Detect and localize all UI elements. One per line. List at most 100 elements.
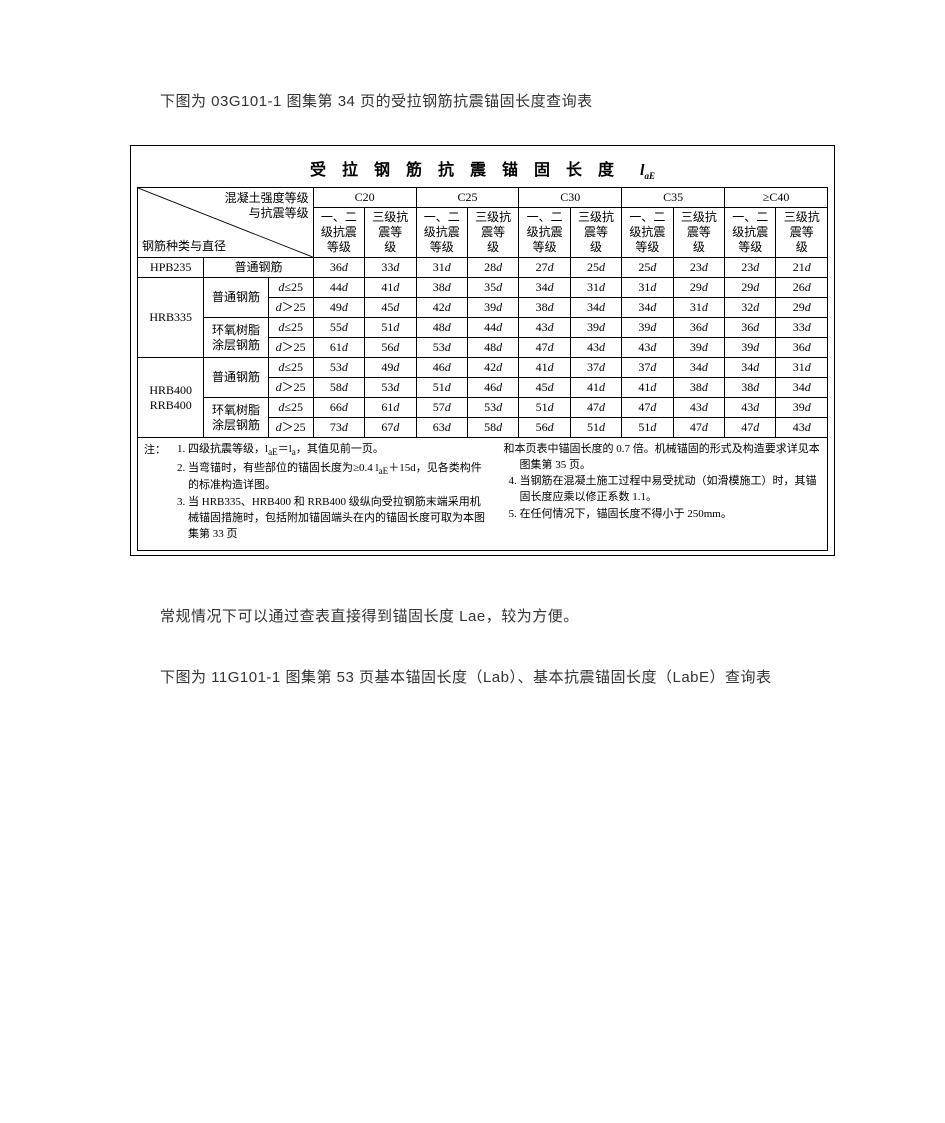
table-cell: 43d xyxy=(570,338,621,358)
table-cell: 36d xyxy=(313,258,364,278)
table-cell: 67d xyxy=(365,418,416,438)
anchorage-table: 混凝土强度等级与抗震等级 钢筋种类与直径 C20 C25 C30 C35 ≥C4… xyxy=(137,187,828,438)
table-cell: 34d xyxy=(776,378,828,398)
note-item: 当钢筋在混凝土施工过程中易受扰动（如滑模施工）时，其锚固长度应乘以修正系数 1.… xyxy=(520,474,822,506)
table-cell: 29d xyxy=(776,298,828,318)
table-cell: d＞25 xyxy=(268,378,313,398)
table-row: HPB235普通钢筋36d33d31d28d27d25d25d23d23d21d xyxy=(138,258,828,278)
table-cell: 51d xyxy=(570,418,621,438)
table-cell: 39d xyxy=(725,338,776,358)
sub-header-a: 一、二级抗震等级 xyxy=(622,208,673,258)
table-cell: 44d xyxy=(467,318,518,338)
table-cell: 36d xyxy=(776,338,828,358)
table-cell: 42d xyxy=(416,298,467,318)
table-cell: 34d xyxy=(622,298,673,318)
anchorage-table-wrap: 受 拉 钢 筋 抗 震 锚 固 长 度 laE 混凝土强度等级与抗震等级 xyxy=(130,145,835,556)
table-cell: 38d xyxy=(416,278,467,298)
table-cell: 34d xyxy=(725,358,776,378)
intro-text-1: 下图为 03G101-1 图集第 34 页的受拉钢筋抗震锚固长度查询表 xyxy=(160,90,835,111)
note-item: 当弯锚时，有些部位的锚固长度为≥0.4 laE＋15d，见各类构件的标准构造详图… xyxy=(188,461,490,494)
table-cell: HRB335 xyxy=(138,278,204,358)
table-cell: 41d xyxy=(365,278,416,298)
table-cell: 56d xyxy=(519,418,570,438)
sub-header-b: 三级抗震等 级 xyxy=(776,208,828,258)
table-cell: 43d xyxy=(776,418,828,438)
note-item: 四级抗震等级，laE＝la，其值见前一页。 xyxy=(188,442,490,459)
table-cell: HPB235 xyxy=(138,258,204,278)
table-cell: 23d xyxy=(725,258,776,278)
table-body: HPB235普通钢筋36d33d31d28d27d25d25d23d23d21d… xyxy=(138,258,828,438)
sub-header-a: 一、二级抗震等级 xyxy=(313,208,364,258)
table-cell: 37d xyxy=(570,358,621,378)
notes-col-left: 四级抗震等级，laE＝la，其值见前一页。当弯锚时，有些部位的锚固长度为≥0.4… xyxy=(172,442,490,544)
table-cell: 33d xyxy=(776,318,828,338)
table-cell: 32d xyxy=(725,298,776,318)
table-cell: 58d xyxy=(313,378,364,398)
table-cell: 普通钢筋 xyxy=(204,258,313,278)
grade-header: C30 xyxy=(519,188,622,208)
table-cell: 53d xyxy=(416,338,467,358)
table-cell: 48d xyxy=(416,318,467,338)
table-cell: 46d xyxy=(416,358,467,378)
table-cell: 47d xyxy=(622,398,673,418)
table-cell: 38d xyxy=(673,378,724,398)
table-cell: 49d xyxy=(313,298,364,318)
table-cell: 环氧树脂涂层钢筋 xyxy=(204,398,268,438)
table-cell: d＞25 xyxy=(268,418,313,438)
diag-header: 混凝土强度等级与抗震等级 钢筋种类与直径 xyxy=(138,188,314,258)
table-cell: 53d xyxy=(365,378,416,398)
sub-header-a: 一、二级抗震等级 xyxy=(519,208,570,258)
table-cell: 56d xyxy=(365,338,416,358)
table-cell: d＞25 xyxy=(268,298,313,318)
table-cell: d≤25 xyxy=(268,318,313,338)
sub-header-a: 一、二级抗震等级 xyxy=(416,208,467,258)
table-cell: 36d xyxy=(725,318,776,338)
table-cell: 51d xyxy=(519,398,570,418)
table-cell: 49d xyxy=(365,358,416,378)
table-cell: 41d xyxy=(622,378,673,398)
paragraph-1: 常规情况下可以通过查表直接得到锚固长度 Lae，较为方便。 xyxy=(130,600,835,633)
table-cell: 31d xyxy=(776,358,828,378)
table-cell: 41d xyxy=(519,358,570,378)
table-cell: 33d xyxy=(365,258,416,278)
table-cell: 63d xyxy=(416,418,467,438)
table-cell: d≤25 xyxy=(268,398,313,418)
table-cell: 41d xyxy=(570,378,621,398)
page: 下图为 03G101-1 图集第 34 页的受拉钢筋抗震锚固长度查询表 受 拉 … xyxy=(0,0,945,1123)
table-cell: 39d xyxy=(622,318,673,338)
table-cell: d＞25 xyxy=(268,338,313,358)
table-cell: 45d xyxy=(365,298,416,318)
table-cell: 39d xyxy=(467,298,518,318)
table-cell: 55d xyxy=(313,318,364,338)
paragraph-2: 下图为 11G101-1 图集第 53 页基本锚固长度（Lab）、基本抗震锚固长… xyxy=(130,661,835,694)
note-item: 当 HRB335、HRB400 和 RRB400 级纵向受拉钢筋末端采用机械锚固… xyxy=(188,495,490,543)
table-cell: 34d xyxy=(570,298,621,318)
table-cell: 58d xyxy=(467,418,518,438)
table-cell: 28d xyxy=(467,258,518,278)
table-head: 混凝土强度等级与抗震等级 钢筋种类与直径 C20 C25 C30 C35 ≥C4… xyxy=(138,188,828,258)
diag-header-top: 混凝土强度等级与抗震等级 xyxy=(225,191,309,221)
table-cell: 普通钢筋 xyxy=(204,278,268,318)
table-row: 环氧树脂涂层钢筋d≤2555d51d48d44d43d39d39d36d36d3… xyxy=(138,318,828,338)
table-cell: 27d xyxy=(519,258,570,278)
table-cell: 31d xyxy=(570,278,621,298)
table-cell: 39d xyxy=(673,338,724,358)
diag-header-bottom: 钢筋种类与直径 xyxy=(142,239,226,254)
table-cell: 47d xyxy=(570,398,621,418)
table-title-sub: aE xyxy=(644,171,655,181)
table-cell: 31d xyxy=(416,258,467,278)
table-title-text: 受 拉 钢 筋 抗 震 锚 固 长 度 xyxy=(310,162,620,179)
table-cell: 29d xyxy=(673,278,724,298)
table-cell: 34d xyxy=(673,358,724,378)
notes-label: 注： xyxy=(144,442,172,544)
notes-right-lead: 和本页表中锚固长度的 0.7 倍。机械锚固的形式及构造要求详见本图集第 35 页… xyxy=(504,442,822,474)
table-cell: 47d xyxy=(725,418,776,438)
table-cell: 51d xyxy=(416,378,467,398)
table-cell: 51d xyxy=(622,418,673,438)
grade-header: ≥C40 xyxy=(725,188,828,208)
table-cell: 39d xyxy=(776,398,828,418)
table-cell: 61d xyxy=(365,398,416,418)
sub-header-b: 三级抗震等 级 xyxy=(570,208,621,258)
table-cell: HRB400RRB400 xyxy=(138,358,204,438)
table-cell: 43d xyxy=(725,398,776,418)
